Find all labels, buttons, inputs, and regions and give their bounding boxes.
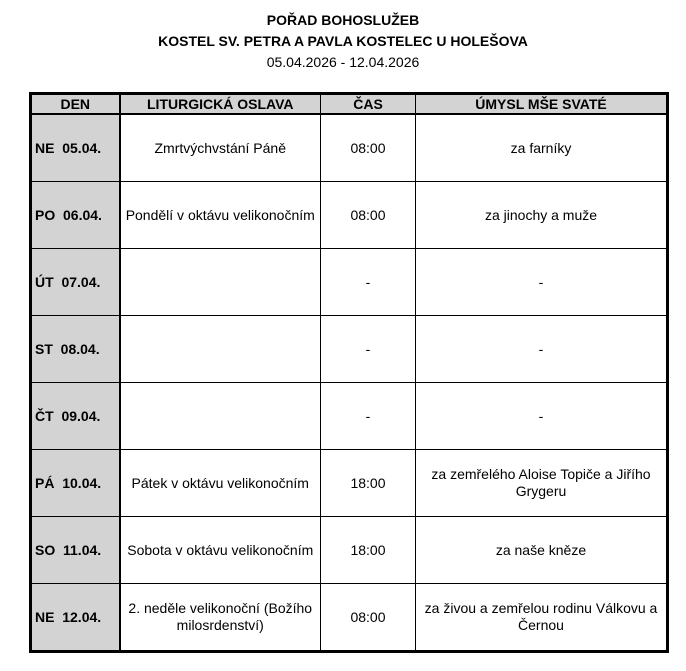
day-cell: PÁ 10.04.: [30, 449, 121, 517]
celebration-cell: Pátek v oktávu velikonočním: [119, 449, 321, 517]
schedule-title: POŘAD BOHOSLUŽEB: [266, 12, 420, 28]
time-cell: -: [320, 248, 416, 316]
table-row: ÚT 07.04. - -: [30, 248, 668, 316]
celebration-cell: [119, 248, 321, 316]
intention-cell: za jinochy a muže: [415, 181, 668, 249]
celebration-cell: Zmrtvýchvstání Páně: [119, 113, 321, 182]
intention-cell: -: [415, 248, 668, 316]
table-row: PÁ 10.04. Pátek v oktávu velikonočním 18:0…: [30, 449, 668, 517]
intention-cell: za farníky: [415, 113, 668, 182]
table-row: NE 12.04. 2. neděle velikonoční (Božího m…: [30, 583, 668, 652]
mass-schedule-table: DEN LITURGICKÁ OSLAVA ČAS ÚMYSL MŠE SVAT…: [29, 92, 669, 653]
column-header-celebration: LITURGICKÁ OSLAVA: [119, 93, 321, 115]
time-cell: 18:00: [320, 516, 416, 584]
day-cell: ČT 09.04.: [30, 382, 121, 450]
time-cell: 18:00: [320, 449, 416, 517]
time-cell: -: [320, 382, 416, 450]
table-row: ČT 09.04. - -: [30, 382, 668, 450]
intention-cell: za živou a zemřelou rodinu Válkovu a Čer…: [415, 583, 668, 652]
day-cell: SO 11.04.: [30, 516, 121, 584]
day-cell: ÚT 07.04.: [30, 248, 121, 316]
table-row: PO 06.04. Pondělí v oktávu velikonočním 08…: [30, 181, 668, 249]
intention-cell: -: [415, 382, 668, 450]
intention-cell: za zemřelého Aloise Topiče a Jiřího Gryg…: [415, 449, 668, 517]
day-cell: PO 06.04.: [30, 181, 121, 249]
column-header-intention: ÚMYSL MŠE SVATÉ: [415, 93, 668, 115]
church-name: KOSTEL SV. PETRA A PAVLA KOSTELEC U HOLE…: [158, 33, 528, 49]
celebration-cell: 2. neděle velikonoční (Božího milosrdens…: [119, 583, 321, 652]
table-row: NE 05.04. Zmrtvýchvstání Páně 08:00 za farn…: [30, 113, 668, 182]
header-row: DEN LITURGICKÁ OSLAVA ČAS ÚMYSL MŠE SVAT…: [30, 93, 668, 115]
celebration-cell: Sobota v oktávu velikonočním: [119, 516, 321, 584]
day-cell: NE 05.04.: [30, 113, 121, 182]
celebration-cell: Pondělí v oktávu velikonočním: [119, 181, 321, 249]
time-cell: 08:00: [320, 113, 416, 182]
time-cell: -: [320, 315, 416, 383]
intention-cell: za naše kněze: [415, 516, 668, 584]
day-cell: NE 12.04.: [30, 583, 121, 652]
celebration-cell: [119, 382, 321, 450]
time-cell: 08:00: [320, 181, 416, 249]
time-cell: 08:00: [320, 583, 416, 652]
table-row: SO 11.04. Sobota v oktávu velikonočním 18:…: [30, 516, 668, 584]
table-row: ST 08.04. - -: [30, 315, 668, 383]
column-header-time: ČAS: [320, 93, 416, 115]
celebration-cell: [119, 315, 321, 383]
date-range: 05.04.2026 - 12.04.2026: [266, 54, 420, 70]
day-cell: ST 08.04.: [30, 315, 121, 383]
column-header-day: DEN: [30, 93, 121, 115]
intention-cell: -: [415, 315, 668, 383]
